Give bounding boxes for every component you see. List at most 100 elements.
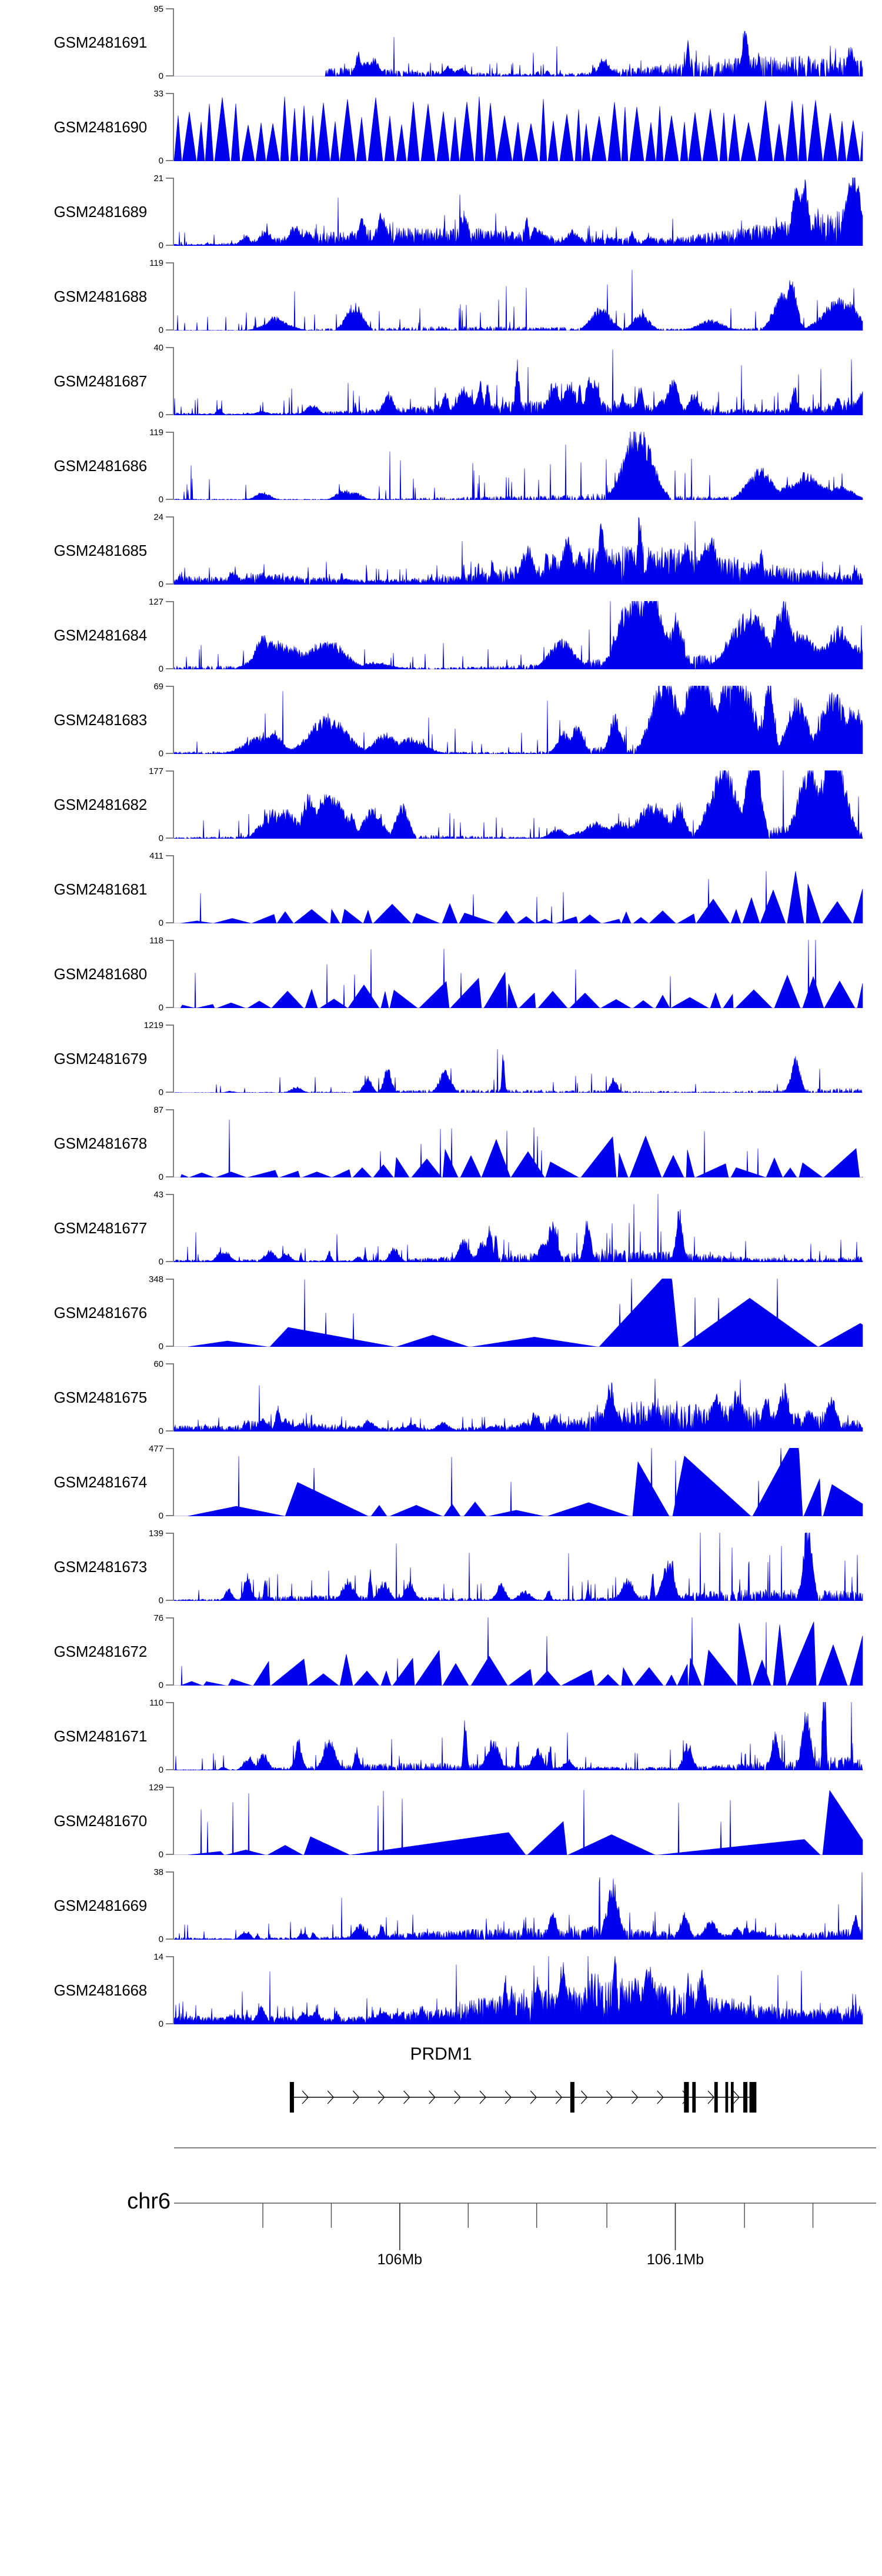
signal-histogram	[174, 871, 863, 923]
y-axis-min-label: 0	[158, 241, 163, 251]
track-label-gsm2481684: GSM2481684	[54, 626, 148, 644]
signal-area[interactable]	[174, 1702, 863, 1770]
track-y-axis: 1219 0	[144, 1021, 174, 1097]
track-row[interactable]: GSM2481687 40 0	[0, 339, 882, 423]
track-row[interactable]: GSM2481683 69 0	[0, 678, 882, 762]
track-plot[interactable]: 139 0	[149, 1529, 863, 1605]
track-row[interactable]: GSM2481689 21 0	[0, 169, 882, 254]
track-plot[interactable]: 21 0	[153, 174, 863, 250]
signal-area[interactable]	[174, 432, 863, 500]
track-plot[interactable]: 411 0	[149, 852, 863, 927]
track-row[interactable]: GSM2481684 127 0	[0, 593, 882, 678]
exon-block[interactable]	[730, 2082, 734, 2113]
exon-block[interactable]	[289, 2082, 294, 2113]
signal-area[interactable]	[174, 178, 863, 246]
track-plot[interactable]: 95 0	[153, 5, 863, 81]
signal-area[interactable]	[174, 855, 863, 923]
signal-path	[174, 31, 863, 76]
track-label-gsm2481671: GSM2481671	[54, 1727, 148, 1745]
signal-area[interactable]	[174, 1194, 863, 1262]
track-plot[interactable]: 348 0	[149, 1275, 863, 1351]
signal-area[interactable]	[174, 1448, 863, 1516]
track-label-gsm2481674: GSM2481674	[54, 1473, 148, 1491]
exon-block[interactable]	[743, 2082, 748, 2113]
signal-area[interactable]	[174, 262, 863, 331]
signal-path	[174, 178, 863, 246]
strand-arrow-icon	[733, 2090, 740, 2104]
signal-path	[174, 349, 863, 415]
track-row[interactable]: GSM2481668 14 0	[0, 1948, 882, 2033]
track-row[interactable]: GSM2481685 24 0	[0, 508, 882, 593]
track-row[interactable]: GSM2481680 118 0	[0, 932, 882, 1016]
track-label-gsm2481677: GSM2481677	[54, 1219, 148, 1237]
signal-area[interactable]	[174, 8, 863, 76]
signal-area[interactable]	[174, 1533, 863, 1601]
track-plot[interactable]: 119 0	[149, 428, 863, 504]
track-plot[interactable]: 76 0	[153, 1614, 863, 1690]
signal-area[interactable]	[174, 1279, 863, 1347]
gene-annotation-track[interactable]: PRDM1	[0, 2033, 882, 2138]
exon-block[interactable]	[714, 2082, 718, 2113]
signal-area[interactable]	[174, 686, 863, 754]
track-plot[interactable]: 1219 0	[144, 1021, 863, 1097]
track-plot[interactable]: 177 0	[149, 767, 863, 843]
track-y-axis: 119 0	[149, 259, 174, 335]
track-plot[interactable]: 24 0	[153, 513, 863, 589]
track-plot[interactable]: 119 0	[149, 259, 863, 335]
track-plot[interactable]: 129 0	[149, 1783, 863, 1859]
track-plot[interactable]: 118 0	[149, 936, 863, 1012]
signal-area[interactable]	[174, 1363, 863, 1432]
track-row[interactable]: GSM2481673 139 0	[0, 1524, 882, 1609]
signal-area[interactable]	[174, 601, 863, 669]
track-row[interactable]: GSM2481679 1219 0	[0, 1016, 882, 1101]
track-row[interactable]: GSM2481670 129 0	[0, 1778, 882, 1863]
track-row[interactable]: GSM2481675 60 0	[0, 1355, 882, 1440]
signal-area[interactable]	[174, 1871, 863, 1940]
track-row[interactable]: GSM2481686 119 0	[0, 423, 882, 508]
track-plot[interactable]: 14 0	[153, 1953, 863, 2028]
track-row[interactable]: GSM2481671 110 0	[0, 1694, 882, 1778]
track-plot[interactable]: 477 0	[149, 1444, 863, 1520]
signal-area[interactable]	[174, 347, 863, 415]
track-plot[interactable]: 110 0	[149, 1699, 863, 1774]
exon-block[interactable]	[684, 2082, 689, 2113]
track-plot[interactable]: 43 0	[153, 1190, 863, 1266]
signal-area[interactable]	[174, 1787, 863, 1855]
track-plot[interactable]: 38 0	[153, 1868, 863, 1944]
genome-coordinate-axis[interactable]: chr6 106Mb 106.1Mb	[0, 2138, 882, 2291]
track-row[interactable]: GSM2481669 38 0	[0, 1863, 882, 1948]
track-plot[interactable]: 40 0	[153, 343, 863, 419]
signal-area[interactable]	[174, 1956, 863, 2024]
exon-block[interactable]	[749, 2082, 757, 2113]
track-plot[interactable]: 87 0	[153, 1106, 863, 1182]
track-plot[interactable]: 69 0	[153, 682, 863, 758]
exon-block[interactable]	[725, 2082, 729, 2113]
y-axis-tick-max	[166, 686, 174, 687]
track-row[interactable]: GSM2481681 411 0	[0, 847, 882, 932]
exon-block[interactable]	[692, 2082, 696, 2113]
signal-area[interactable]	[174, 93, 863, 161]
signal-area[interactable]	[174, 516, 863, 585]
exon-block[interactable]	[570, 2082, 574, 2113]
signal-area[interactable]	[174, 1025, 863, 1093]
track-row[interactable]: GSM2481682 177 0	[0, 762, 882, 847]
signal-area[interactable]	[174, 940, 863, 1008]
track-plot[interactable]: 33 0	[153, 89, 863, 165]
y-axis-min-label: 0	[158, 918, 163, 928]
track-row[interactable]: GSM2481677 43 0	[0, 1186, 882, 1270]
track-row[interactable]: GSM2481674 477 0	[0, 1440, 882, 1524]
y-axis-min-label: 0	[158, 1765, 163, 1775]
track-row[interactable]: GSM2481676 348 0	[0, 1270, 882, 1355]
signal-area[interactable]	[174, 770, 863, 839]
track-row[interactable]: GSM2481690 33 0	[0, 85, 882, 169]
track-row[interactable]: GSM2481672 76 0	[0, 1609, 882, 1694]
signal-area[interactable]	[174, 1617, 863, 1686]
track-row[interactable]: GSM2481678 87 0	[0, 1101, 882, 1186]
signal-path	[174, 269, 863, 331]
track-plot[interactable]: 127 0	[149, 598, 863, 673]
track-row[interactable]: GSM2481688 119 0	[0, 254, 882, 339]
strand-arrow-icon	[657, 2090, 664, 2104]
track-plot[interactable]: 60 0	[153, 1360, 863, 1436]
signal-area[interactable]	[174, 1109, 863, 1177]
track-row[interactable]: GSM2481691 95 0	[0, 0, 882, 85]
